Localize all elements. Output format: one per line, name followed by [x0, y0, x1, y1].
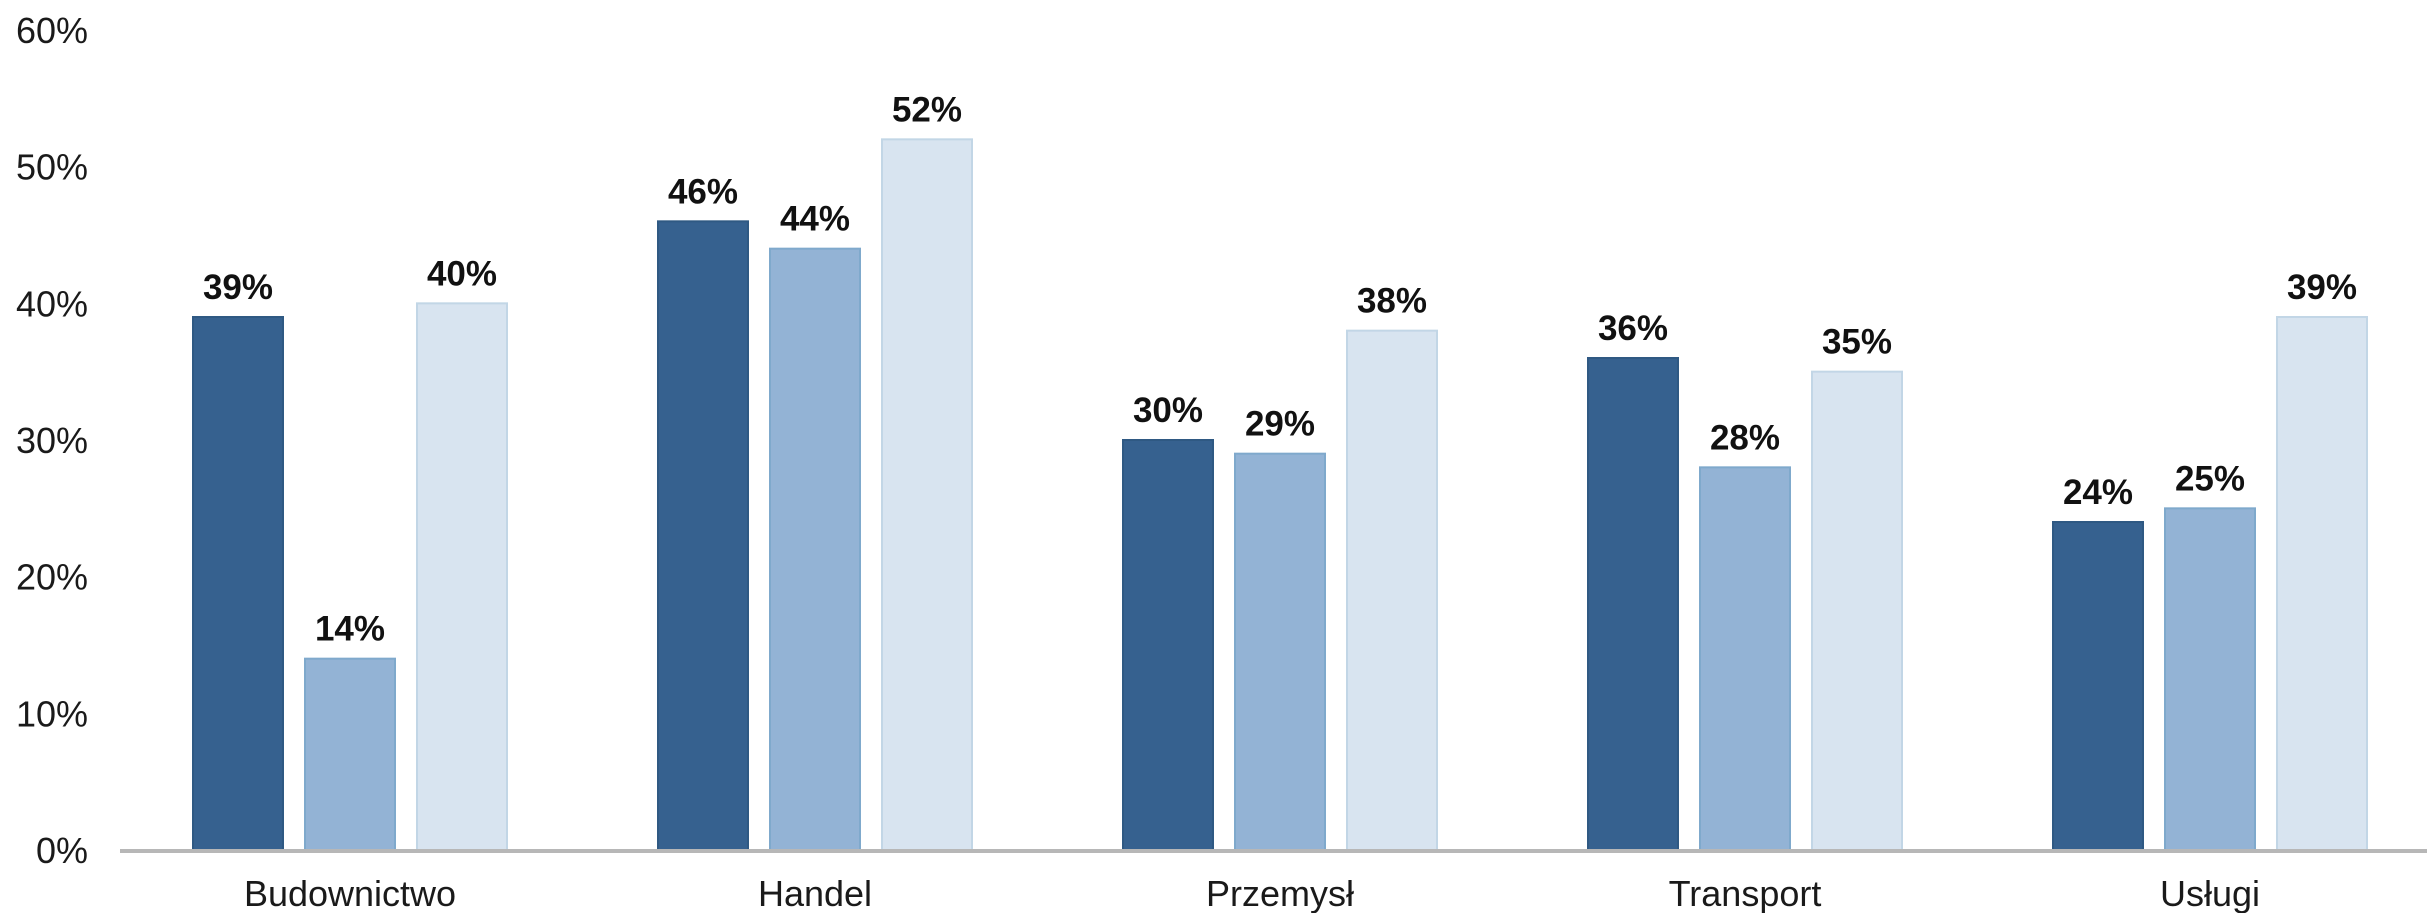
- y-tick-label: 50%: [16, 147, 88, 188]
- data-label: 36%: [1598, 309, 1668, 348]
- data-label: 30%: [1133, 391, 1203, 430]
- x-category-label: Handel: [758, 873, 872, 913]
- bar: [192, 316, 284, 851]
- x-category-label: Transport: [1669, 873, 1822, 913]
- data-label: 40%: [427, 254, 497, 293]
- data-label: 29%: [1245, 405, 1315, 444]
- bar: [769, 247, 861, 851]
- bar: [2276, 316, 2368, 851]
- data-label: 39%: [2287, 268, 2357, 307]
- bar: [881, 138, 973, 852]
- y-tick-label: 20%: [16, 557, 88, 598]
- bar: [1811, 370, 1903, 851]
- data-label: 14%: [315, 610, 385, 649]
- y-tick-label: 40%: [16, 283, 88, 324]
- y-tick-label: 10%: [16, 693, 88, 734]
- bar: [657, 220, 749, 852]
- bar: [304, 657, 396, 852]
- y-tick-label: 60%: [16, 10, 88, 51]
- y-tick-label: 30%: [16, 420, 88, 461]
- bar: [1587, 357, 1679, 851]
- bar: [1234, 452, 1326, 851]
- bar: [1346, 329, 1438, 851]
- x-category-label: Usługi: [2160, 873, 2260, 913]
- data-label: 39%: [203, 268, 273, 307]
- data-label: 28%: [1710, 418, 1780, 457]
- bar: [2164, 507, 2256, 851]
- data-label: 25%: [2175, 459, 2245, 498]
- bar: [1122, 439, 1214, 851]
- data-label: 24%: [2063, 473, 2133, 512]
- x-category-label: Przemysł: [1206, 873, 1354, 913]
- data-label: 46%: [668, 172, 738, 211]
- bar: [1699, 466, 1791, 851]
- data-label: 44%: [780, 200, 850, 239]
- x-category-label: Budownictwo: [244, 873, 456, 913]
- data-label: 52%: [892, 90, 962, 129]
- data-label: 38%: [1357, 282, 1427, 321]
- bar: [2052, 521, 2144, 851]
- y-tick-label: 0%: [36, 830, 88, 871]
- data-label: 35%: [1822, 323, 1892, 362]
- bar: [416, 302, 508, 852]
